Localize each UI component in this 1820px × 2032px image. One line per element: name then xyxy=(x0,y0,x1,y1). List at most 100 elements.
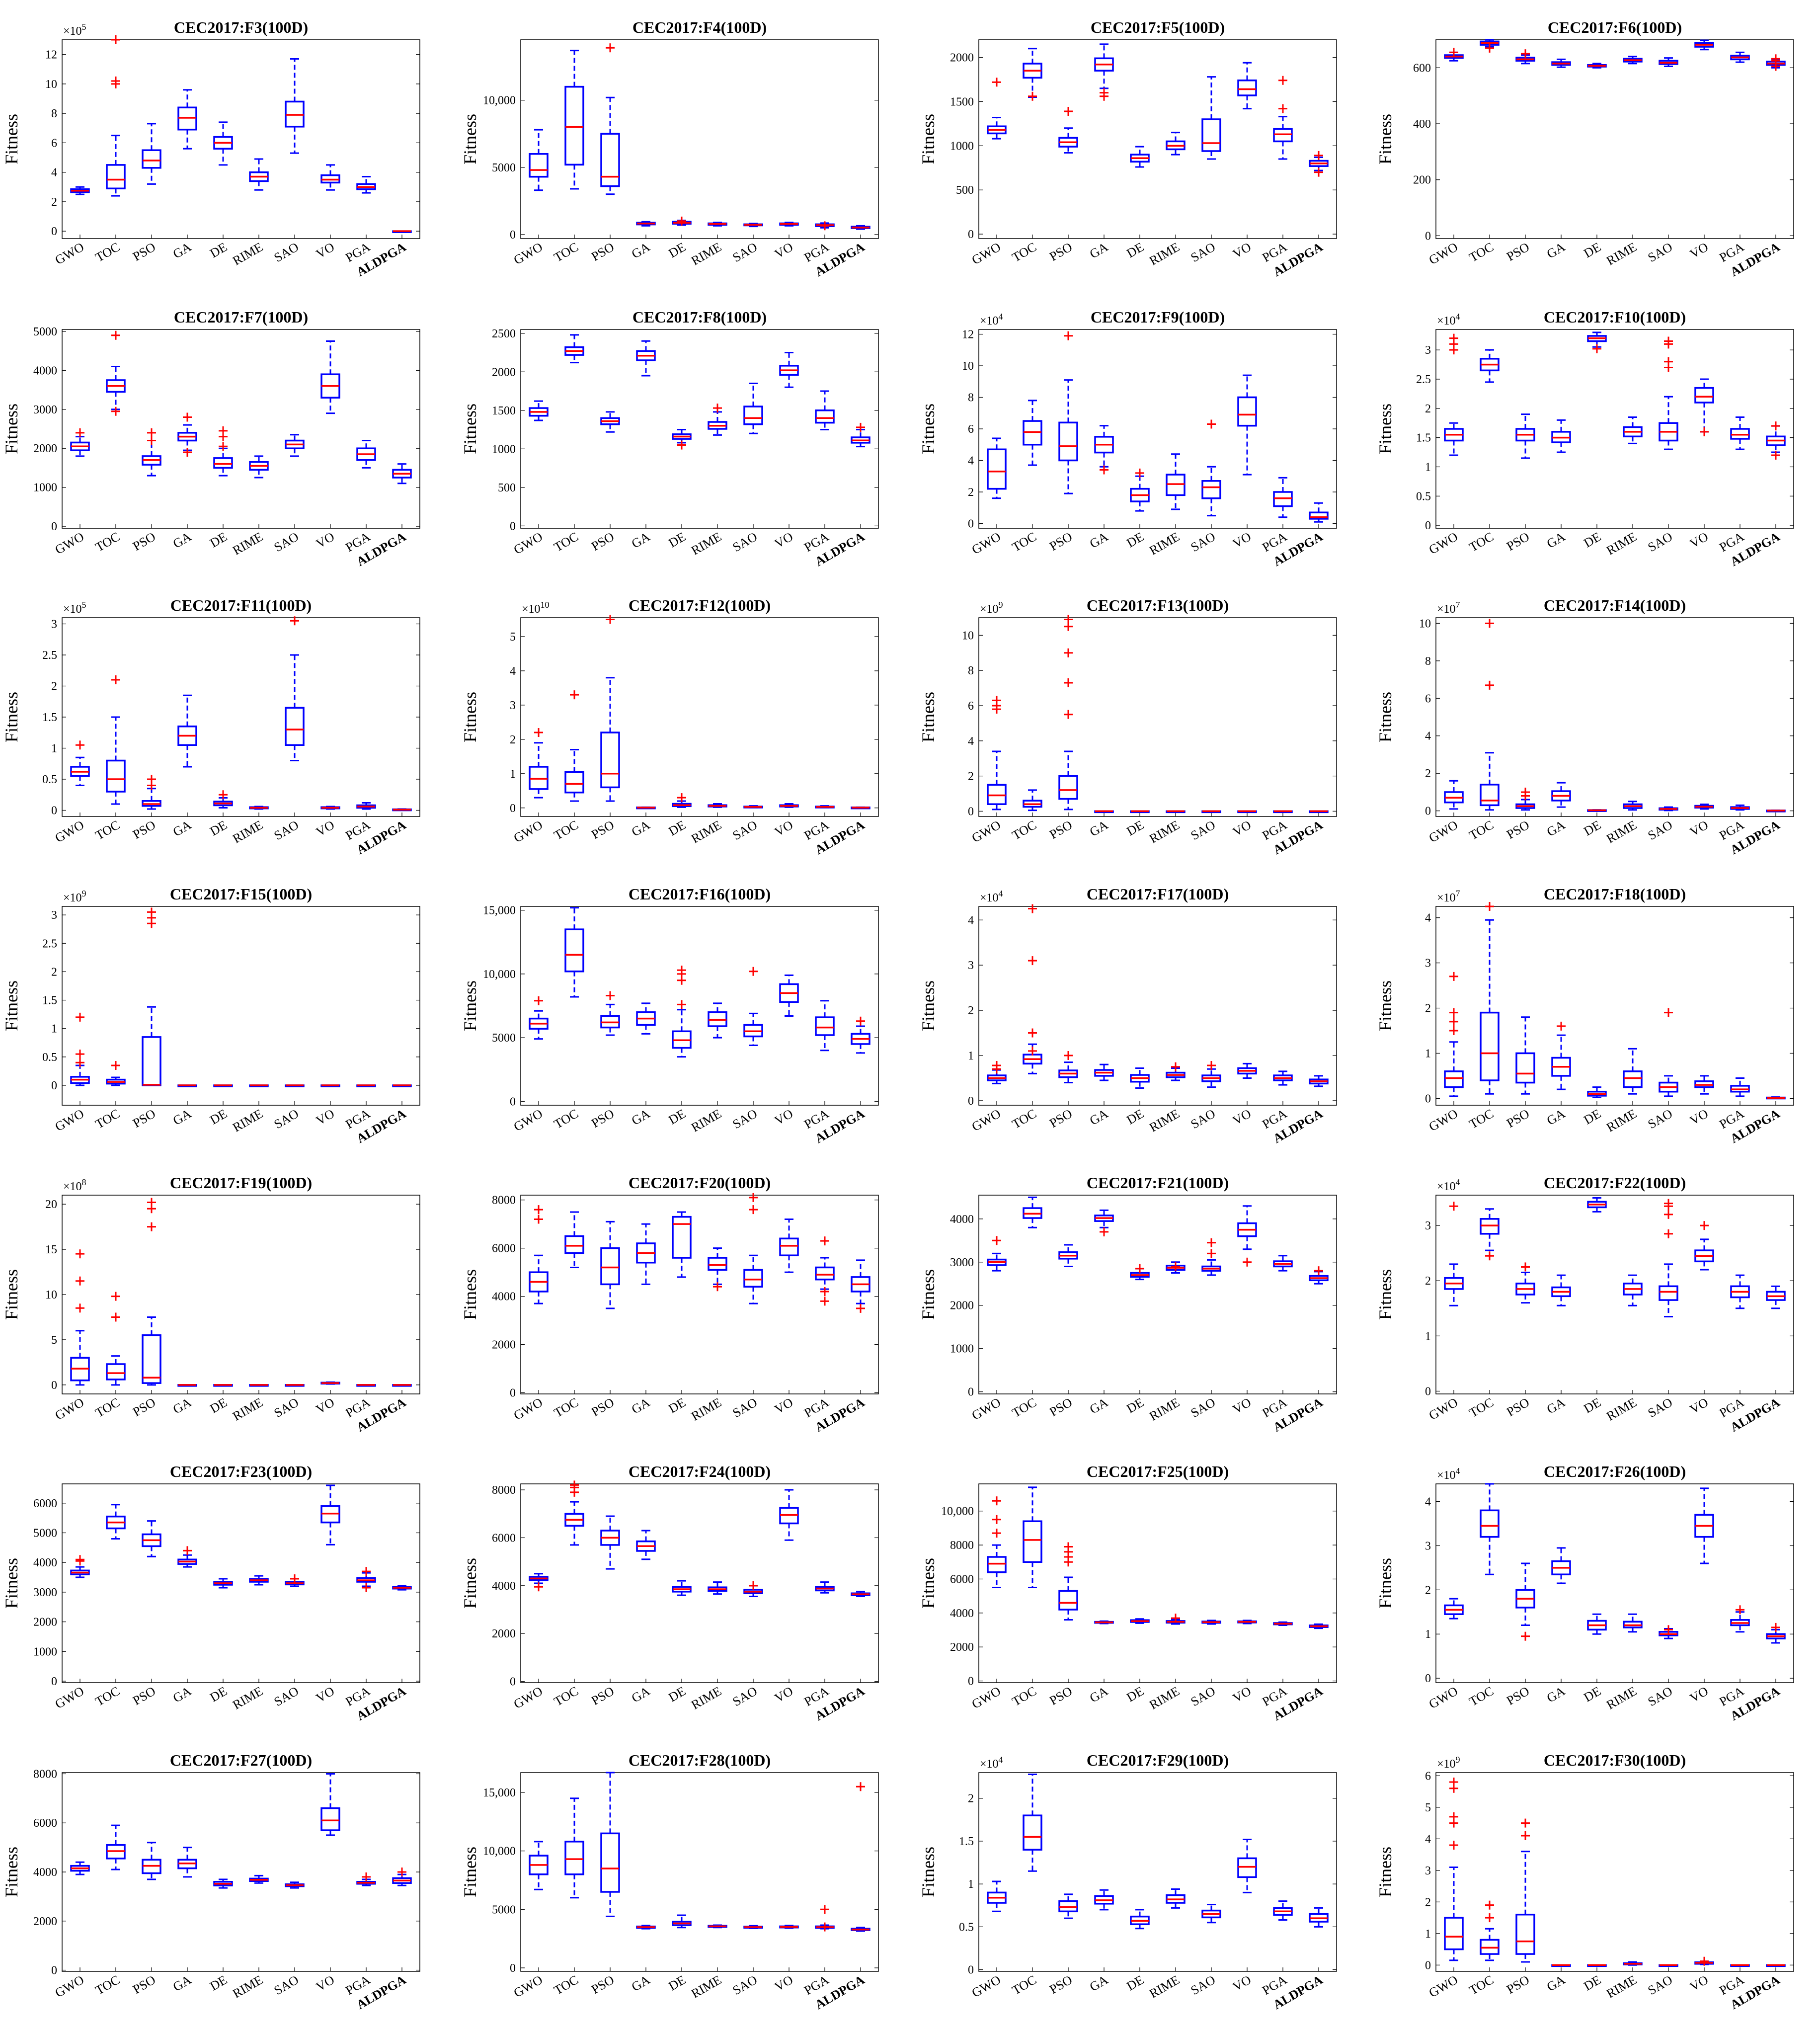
plot-frame xyxy=(1435,1772,1794,1972)
box-vo: VO xyxy=(314,164,340,261)
y-tick-label: 2.5 xyxy=(42,937,57,950)
y-tick-label: 0 xyxy=(510,1676,516,1689)
box-rime: RIME xyxy=(1604,56,1643,268)
box-gwo: GWO xyxy=(1426,1598,1464,1711)
outlier-marker xyxy=(1278,104,1287,113)
y-tick-label: 0 xyxy=(1425,519,1431,532)
chart-title: CEC2017:F18(100D) xyxy=(1544,885,1686,903)
y-tick-label: 4 xyxy=(1425,1496,1431,1509)
y-tick-label: 2000 xyxy=(950,1300,974,1312)
x-category-label: VO xyxy=(314,1395,337,1417)
y-tick-label: 2 xyxy=(1425,1275,1431,1288)
outlier-marker xyxy=(1028,1046,1037,1056)
x-category-label: GWO xyxy=(1426,1972,1460,2000)
box-sao: SAO xyxy=(730,223,763,265)
x-category-label: GWO xyxy=(969,529,1003,557)
y-tick-label: 3 xyxy=(1425,1540,1431,1552)
box-gwo: GWO xyxy=(53,1249,90,1423)
box-rime: RIME xyxy=(1604,416,1643,558)
x-category-label: GA xyxy=(629,1106,652,1128)
box-sao: SAO xyxy=(271,58,305,265)
x-category-label: RIME xyxy=(1147,1972,1182,2001)
iqr-box xyxy=(142,149,161,169)
box-sao: SAO xyxy=(730,805,763,843)
iqr-box xyxy=(815,1016,835,1036)
subplot: CEC2017:F18(100D) ×107 0 1 2 3 4 Fitness GWO TOC P… xyxy=(1375,885,1794,1146)
box-sao: SAO xyxy=(271,1084,305,1132)
box-ga: GA xyxy=(1087,1209,1114,1417)
outlier-marker xyxy=(1064,331,1073,340)
plot-frame xyxy=(520,1195,879,1394)
y-tick-label: 4 xyxy=(510,665,516,678)
y-tick-label: 0 xyxy=(51,1079,57,1092)
y-tick-label: 3000 xyxy=(33,1586,57,1599)
x-category-label: GA xyxy=(629,817,652,839)
x-category-label: RIME xyxy=(1604,1972,1639,2001)
iqr-box xyxy=(1023,1520,1042,1563)
outlier-marker xyxy=(1449,1841,1458,1850)
box-de: DE xyxy=(666,793,692,839)
y-tick-label: 1000 xyxy=(950,140,974,153)
iqr-box xyxy=(600,1832,620,1893)
box-pga: PGA xyxy=(801,1905,835,1998)
outlier-marker xyxy=(677,440,686,450)
box-de: DE xyxy=(666,1580,692,1705)
box-pso: PSO xyxy=(1047,615,1078,842)
box-aldpga: ALDPGA xyxy=(812,1591,870,1723)
box-ga: GA xyxy=(1087,810,1114,839)
x-category-label: GWO xyxy=(1426,1395,1460,1423)
y-axis-label: Fitness xyxy=(1,980,21,1031)
outlier-marker xyxy=(1736,1605,1744,1615)
box-de: DE xyxy=(1581,809,1607,839)
outlier-marker xyxy=(992,1529,1001,1538)
y-tick-label: 0 xyxy=(510,229,516,242)
box-pso: PSO xyxy=(130,1198,161,1419)
outlier-marker xyxy=(1064,107,1073,116)
y-tick-label: 3 xyxy=(1425,957,1431,970)
box-gwo: GWO xyxy=(53,186,90,267)
box-gwo: GWO xyxy=(969,1496,1007,1711)
iqr-box xyxy=(1058,1590,1078,1611)
outlier-marker xyxy=(397,1868,406,1876)
outlier-marker xyxy=(1485,43,1494,53)
box-pso: PSO xyxy=(589,615,620,842)
x-category-label: PSO xyxy=(1504,529,1532,554)
chart-title: CEC2017:F19(100D) xyxy=(170,1174,312,1192)
x-category-label: GWO xyxy=(969,240,1003,267)
iqr-box xyxy=(564,85,584,166)
outlier-marker xyxy=(183,412,192,422)
y-axis-label: Fitness xyxy=(1375,980,1395,1031)
box-rime: RIME xyxy=(1147,453,1186,558)
outlier-marker xyxy=(1171,1614,1180,1623)
box-rime: RIME xyxy=(689,222,727,268)
x-category-label: DE xyxy=(666,1684,688,1705)
box-de: DE xyxy=(1581,1197,1607,1416)
subplot: CEC2017:F27(100D) 0 2000 4000 6000 8000 Fitnes… xyxy=(1,1751,420,2012)
x-category-label: TOC xyxy=(93,1395,122,1420)
outlier-marker xyxy=(749,1205,758,1215)
box-de: DE xyxy=(207,1084,233,1128)
y-tick-label: 3 xyxy=(1425,344,1431,357)
box-sao: SAO xyxy=(1645,1008,1678,1132)
box-rime: RIME xyxy=(230,806,269,846)
box-toc: TOC xyxy=(1467,1900,1500,1998)
y-tick-label: 5 xyxy=(510,631,516,644)
chart-title: CEC2017:F22(100D) xyxy=(1544,1174,1686,1192)
outlier-marker xyxy=(1449,1008,1458,1017)
box-vo: VO xyxy=(1230,810,1257,839)
x-category-label: TOC xyxy=(552,529,581,555)
x-category-label: VO xyxy=(314,1106,337,1128)
axis-exponent: ×104 xyxy=(980,1755,1003,1771)
box-toc: TOC xyxy=(552,334,584,555)
x-category-label: PSO xyxy=(130,529,158,554)
y-axis-label: Fitness xyxy=(460,980,480,1031)
outlier-marker xyxy=(76,1050,84,1059)
y-axis-label: Fitness xyxy=(460,1558,480,1609)
y-tick-label: 1500 xyxy=(950,95,974,108)
box-sao: SAO xyxy=(1645,806,1678,843)
box-rime: RIME xyxy=(1604,1274,1643,1424)
y-axis-label: Fitness xyxy=(460,1847,480,1897)
outlier-marker xyxy=(1028,904,1037,913)
x-category-label: GWO xyxy=(969,1972,1003,2000)
